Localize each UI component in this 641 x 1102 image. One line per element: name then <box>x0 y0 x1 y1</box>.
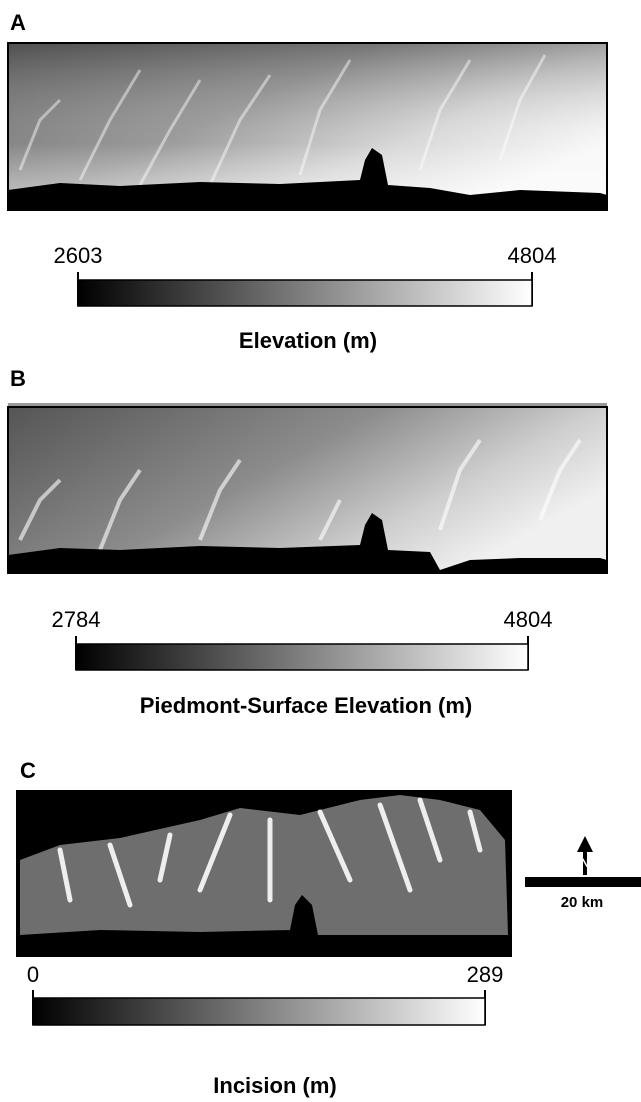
panel-label: A <box>10 10 26 35</box>
north-arrow: N <box>577 836 593 875</box>
colorbar-min: 2603 <box>54 243 103 268</box>
colorbar-min: 2784 <box>52 607 101 632</box>
scale-label: 20 km <box>561 894 604 911</box>
colorbar-max: 4804 <box>504 607 553 632</box>
colorbar-max: 289 <box>467 962 504 987</box>
north-label: N <box>581 856 590 870</box>
colorbar <box>33 998 485 1025</box>
figure: A 2603 4804 Elevation (m) B 2784 4804 Pi… <box>0 0 641 1102</box>
colorbar-title: Incision (m) <box>213 1073 336 1098</box>
colorbar <box>78 280 532 306</box>
incision-map <box>16 790 512 957</box>
colorbar-title: Piedmont-Surface Elevation (m) <box>140 693 473 718</box>
colorbar-max: 4804 <box>508 243 557 268</box>
scale-bar <box>525 877 641 887</box>
elevation-map <box>8 43 607 210</box>
panel-label: C <box>20 758 36 783</box>
panel-label: B <box>10 366 26 391</box>
colorbar <box>76 644 528 670</box>
colorbar-title: Elevation (m) <box>239 328 377 353</box>
piedmont-map <box>8 403 607 573</box>
colorbar-min: 0 <box>27 962 39 987</box>
